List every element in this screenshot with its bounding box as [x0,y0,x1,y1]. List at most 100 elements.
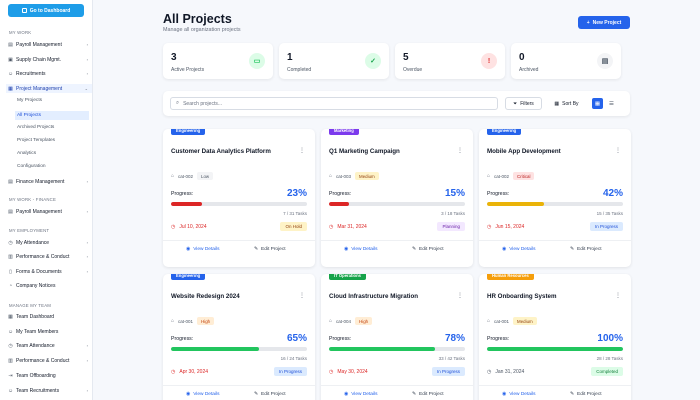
view-details-button[interactable]: ◉ View Details [344,392,378,397]
payroll-icon: ▤ [8,208,13,215]
priority-badge: Critical [513,172,535,180]
chevron-right-icon: › [86,269,88,274]
view-details-button[interactable]: ◉ View Details [344,247,378,252]
more-options-icon[interactable]: ⋮ [457,293,463,299]
sidebar-item-performance[interactable]: ▥ Performance & Conduct › [8,252,92,261]
sidebar-item-my-attendance[interactable]: ◷ My Attendance › [8,238,92,247]
sidebar-item-label: Company Notices [16,282,56,289]
chevron-down-icon: ⌄ [84,86,88,91]
category-id: cat-002 [178,173,194,179]
edit-icon: ✎ [570,247,575,252]
edit-project-button[interactable]: ✎ Edit Project [254,392,286,397]
alert-clock-icon: ◷ [171,369,176,375]
grid-icon: ▦ [594,100,601,107]
chevron-right-icon: › [86,343,88,348]
edit-icon: ✎ [254,392,259,397]
task-count: 28 / 28 Tasks [596,356,623,361]
edit-project-button[interactable]: ✎ Edit Project [412,247,444,252]
sidebar-item-team-members[interactable]: ☺ My Team Members [8,327,92,336]
progress-label: Progress: [171,191,194,197]
more-options-icon[interactable]: ⋮ [299,148,305,154]
filter-icon: ⏷ [513,100,518,107]
sidebar: Go to Dashboard MY WORK ▤ Payroll Managem… [0,0,93,400]
progress-percent: 15% [444,188,465,199]
more-options-icon[interactable]: ⋮ [457,148,463,154]
sidebar-item-recruitments[interactable]: ☺ Recruitments › [8,69,92,78]
view-details-label: View Details [509,247,536,252]
sidebar-sub-all-projects[interactable]: All Projects [15,111,89,120]
sidebar-item-team-attendance[interactable]: ◷ Team Attendance › [8,341,92,350]
section-finance: MY WORK - FINANCE [9,197,57,202]
chart-icon: ▥ [8,357,13,364]
edit-icon: ✎ [570,392,575,397]
edit-project-button[interactable]: ✎ Edit Project [570,392,602,397]
progress-track [171,347,307,351]
go-to-dashboard-button[interactable]: Go to Dashboard [8,4,84,17]
priority-badge: High [197,317,215,325]
edit-project-label: Edit Project [419,247,444,252]
go-to-dashboard-label: Go to Dashboard [29,7,71,14]
filters-button[interactable]: ⏷ Filters [505,97,542,110]
view-details-button[interactable]: ◉ View Details [502,392,536,397]
sidebar-item-label: Team Attendance [16,342,55,349]
sidebar-sub-configuration[interactable]: Configuration [17,164,46,169]
edit-project-button[interactable]: ✎ Edit Project [570,247,602,252]
sidebar-item-finance-management[interactable]: ▤ Finance Management › [8,177,92,186]
chevron-right-icon: › [86,209,88,214]
progress-percent: 65% [286,333,307,344]
view-details-button[interactable]: ◉ View Details [502,247,536,252]
sidebar-item-team-recruitments[interactable]: ☺ Team Recruitments › [8,386,92,395]
tag-row: ⌂ cat-001 Medium [487,317,537,325]
sidebar-item-team-performance[interactable]: ▥ Performance & Conduct › [8,356,92,365]
search-input[interactable] [183,100,484,107]
sidebar-sub-project-templates[interactable]: Project Templates [17,138,56,143]
progress-label: Progress: [487,191,510,197]
sidebar-sub-archived-projects[interactable]: Archived Projects [17,125,55,130]
project-title: Mobile App Development [487,148,561,155]
sort-label: Sort By [562,100,579,107]
clock-icon: ◷ [8,239,13,246]
eye-icon: ◉ [186,247,191,252]
tag-icon: ⌂ [329,318,333,324]
view-details-button[interactable]: ◉ View Details [186,392,220,397]
folder-icon: ▭ [249,53,265,69]
category-badge: IT Operations [329,274,366,280]
sidebar-sub-analytics[interactable]: Analytics [17,151,37,156]
sidebar-item-project-management[interactable]: ▦ Project Management ⌄ [6,84,92,93]
sidebar-item-label: Payroll Management [16,41,62,48]
sort-button[interactable]: ▦ Sort By [548,97,585,110]
progress-track [329,347,465,351]
edit-project-button[interactable]: ✎ Edit Project [412,392,444,397]
due-date: ◷ May 30, 2024 [329,369,368,375]
sidebar-item-supply-chain[interactable]: ▣ Supply Chain Mgmt. › [8,55,92,64]
more-options-icon[interactable]: ⋮ [615,293,621,299]
view-details-label: View Details [351,247,378,252]
project-card: Engineering Mobile App Development ⋮ ⌂ c… [479,129,631,267]
eye-icon: ◉ [344,392,349,397]
sidebar-sub-my-projects[interactable]: My Projects [17,98,43,103]
progress-percent: 42% [602,188,623,199]
list-view-button[interactable]: ☰ [606,98,617,109]
view-details-button[interactable]: ◉ View Details [186,247,220,252]
sidebar-item-finance-payroll[interactable]: ▤ Payroll Management › [8,207,92,216]
sidebar-item-team-offboarding[interactable]: ⇥ Team Offboarding [8,371,92,380]
chevron-right-icon: › [86,254,88,259]
sidebar-item-label: Team Offboarding [16,372,56,379]
edit-project-label: Edit Project [577,247,602,252]
more-options-icon[interactable]: ⋮ [615,148,621,154]
new-project-button[interactable]: + New Project [578,16,630,29]
section-manage-team: MANAGE MY TEAM [9,303,52,308]
sidebar-item-label: Team Dashboard [16,313,55,320]
edit-project-button[interactable]: ✎ Edit Project [254,247,286,252]
sidebar-item-forms-documents[interactable]: ▯ Forms & Documents › [8,267,92,276]
sidebar-item-payroll[interactable]: ▤ Payroll Management › [8,40,92,49]
more-options-icon[interactable]: ⋮ [299,293,305,299]
tag-icon: ⌂ [329,173,333,179]
card-divider [321,240,473,241]
check-circle-icon: ✓ [365,53,381,69]
priority-badge: Low [197,172,214,180]
grid-view-button[interactable]: ▦ [592,98,603,109]
sidebar-item-team-dashboard[interactable]: ▦ Team Dashboard [8,312,92,321]
sidebar-item-company-notices[interactable]: ◔ Company Notices [8,281,92,290]
priority-badge: Medium [355,172,379,180]
